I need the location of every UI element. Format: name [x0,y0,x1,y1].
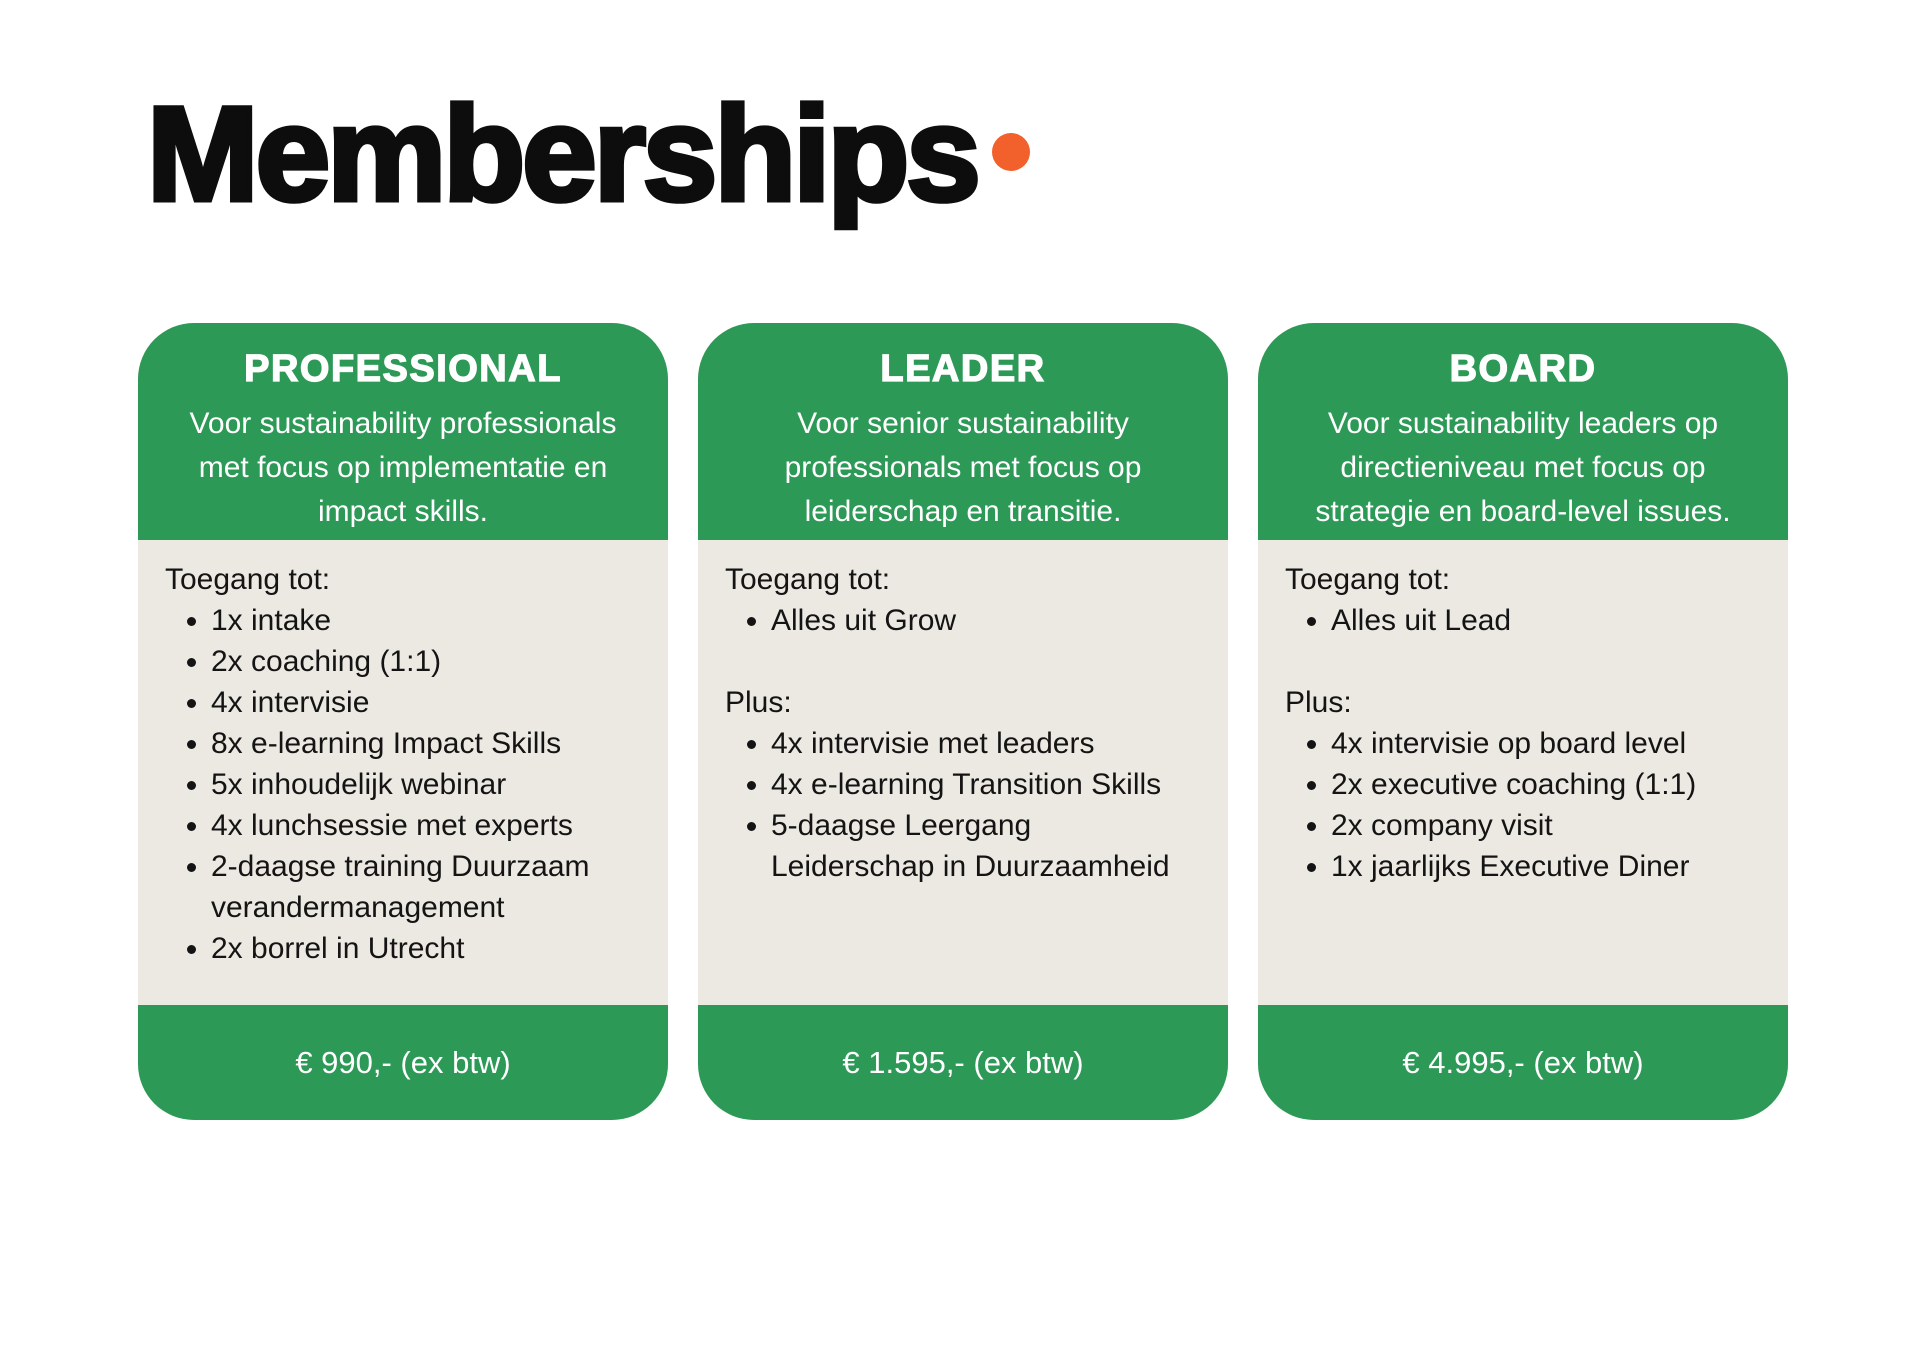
page-title-text: Memberships [145,80,984,229]
benefit-item: 2x executive coaching (1:1) [1331,764,1770,805]
benefit-item: 2x company visit [1331,805,1770,846]
benefit-item: 5x inhoudelijk webinar [211,764,650,805]
benefit-list: Alles uit Grow [725,600,1210,641]
benefit-item: 2-daagse training Duurzaam verandermanag… [211,846,650,928]
card-body: Toegang tot:1x intake2x coaching (1:1)4x… [138,540,668,1005]
card-header: BOARD Voor sustainability leaders op dir… [1258,323,1788,540]
price-label: € 1.595,- (ex btw) [842,1044,1084,1080]
price-label: € 4.995,- (ex btw) [1402,1044,1644,1080]
benefit-item: 2x borrel in Utrecht [211,928,650,969]
section-label: Toegang tot: [1285,563,1451,596]
price-label: € 990,- (ex btw) [295,1044,511,1080]
benefit-item: 1x intake [211,600,650,641]
membership-card: LEADER Voor senior sustainability profes… [698,323,1228,1120]
card-header: LEADER Voor senior sustainability profes… [698,323,1228,540]
benefit-item: 4x lunchsessie met experts [211,805,650,846]
benefit-list: 1x intake2x coaching (1:1)4x intervisie8… [165,600,650,969]
benefit-item: 5-daagse Leergang Leiderschap in Duurzaa… [771,805,1210,887]
card-title: BOARD [1449,347,1597,390]
benefit-item: 4x intervisie [211,682,650,723]
benefit-item: 4x intervisie met leaders [771,723,1210,764]
section-label: Plus: [725,686,792,719]
benefit-item: 4x intervisie op board level [1331,723,1770,764]
membership-card: BOARD Voor sustainability leaders op dir… [1258,323,1788,1120]
benefit-item: 1x jaarlijks Executive Diner [1331,846,1770,887]
section-label: Toegang tot: [725,563,891,596]
benefit-item: Alles uit Lead [1331,600,1770,641]
benefit-list: Alles uit Lead [1285,600,1770,641]
card-footer: € 4.995,- (ex btw) [1258,1005,1788,1120]
card-title: PROFESSIONAL [243,347,562,390]
card-body: Toegang tot: Alles uit Grow Plus: 4x interv… [698,540,1228,1005]
card-footer: € 990,- (ex btw) [138,1005,668,1120]
benefit-item: Alles uit Grow [771,600,1210,641]
benefit-list: 4x intervisie op board level2x executive… [1285,723,1770,887]
section-label: Toegang tot: [165,563,331,596]
card-title: LEADER [880,347,1046,390]
card-footer: € 1.595,- (ex btw) [698,1005,1228,1120]
title-period-accent: . [991,133,1030,171]
membership-card: PROFESSIONAL Voor sustainability profess… [138,323,668,1120]
card-body: Toegang tot: Alles uit Lead Plus: 4x interv… [1258,540,1788,1005]
membership-cards: PROFESSIONAL Voor sustainability profess… [138,323,1788,1120]
benefit-item: 2x coaching (1:1) [211,641,650,682]
card-header: PROFESSIONAL Voor sustainability profess… [138,323,668,540]
card-description: Voor senior sustainability professionals… [784,407,1142,528]
card-description: Voor sustainability leaders op directien… [1315,407,1731,528]
card-description: Voor sustainability professionals met fo… [189,407,617,528]
section-label: Plus: [1285,686,1352,719]
benefit-item: 4x e-learning Transition Skills [771,764,1210,805]
page-title: Memberships. [145,85,1030,224]
benefit-item: 8x e-learning Impact Skills [211,723,650,764]
benefit-list: 4x intervisie met leaders4x e-learning T… [725,723,1210,887]
